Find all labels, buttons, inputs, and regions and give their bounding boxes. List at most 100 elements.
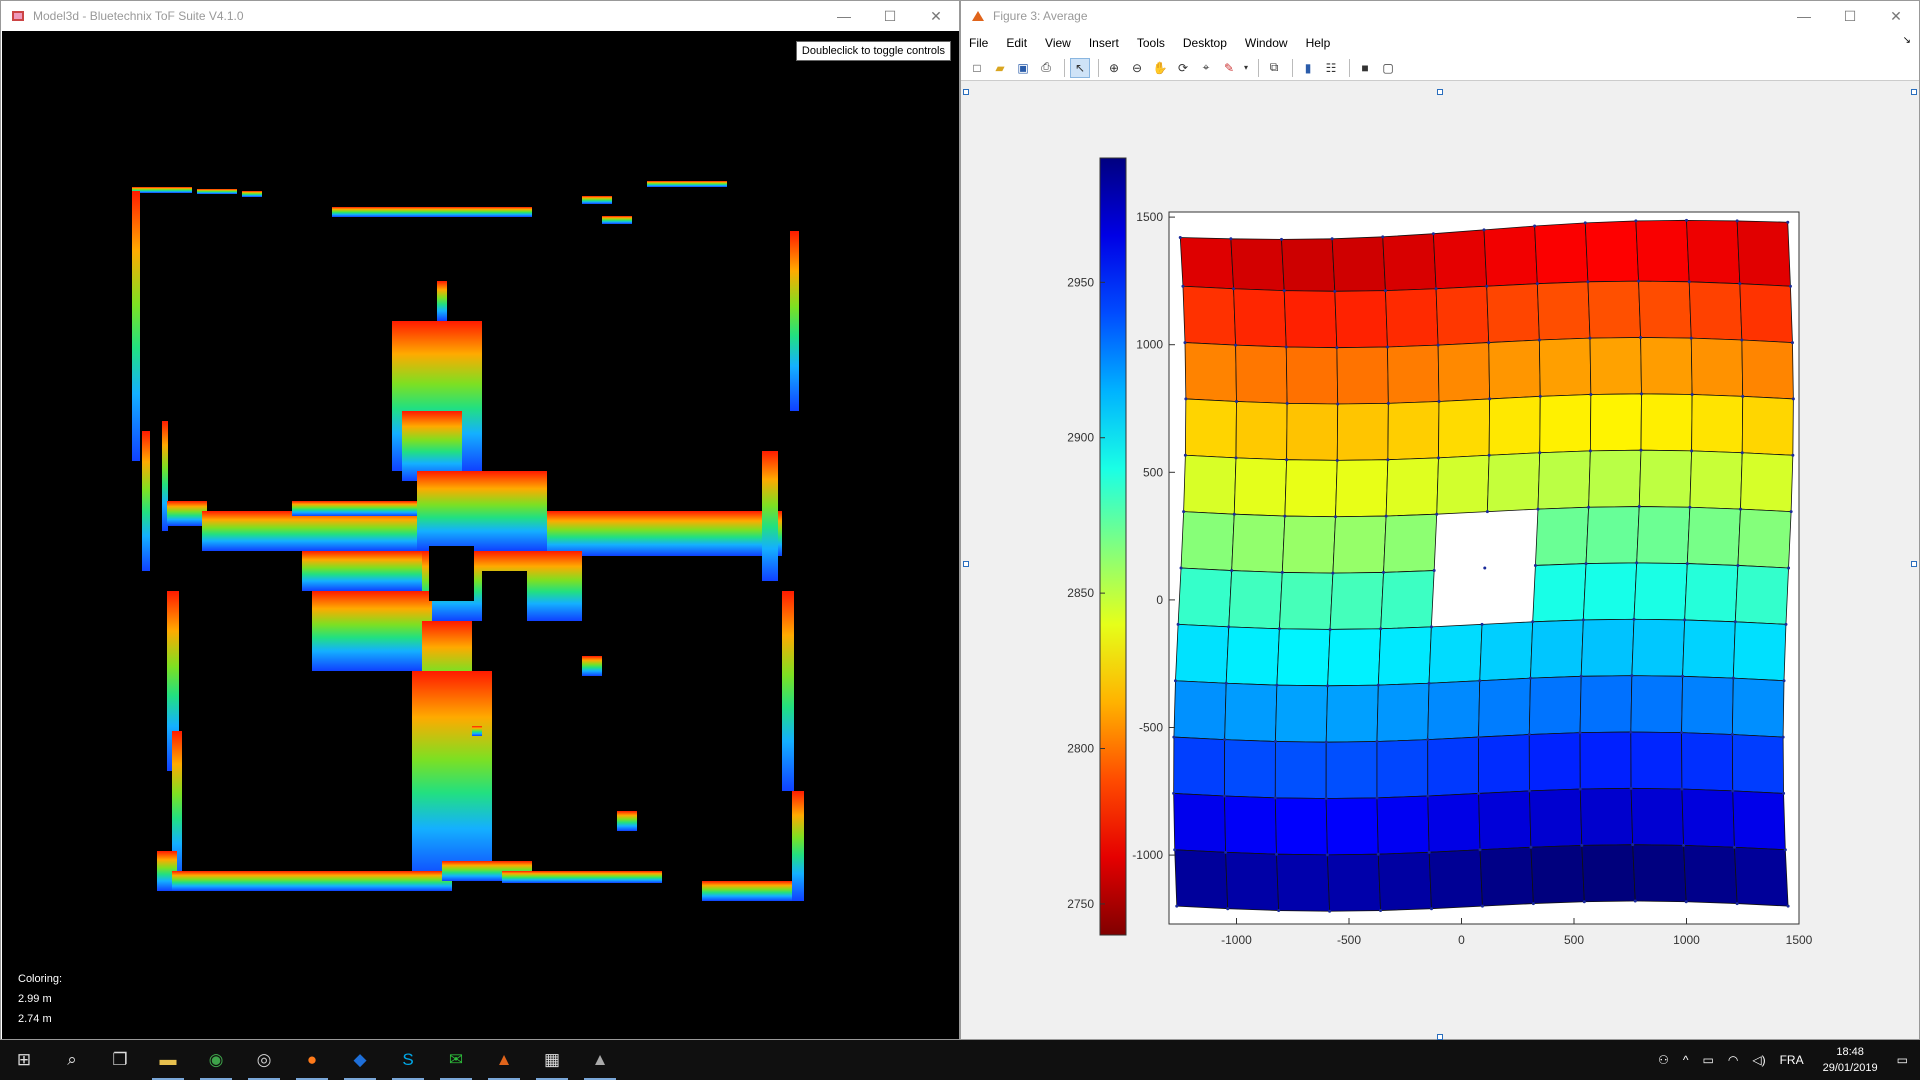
x-tick-label: 1500: [1786, 933, 1813, 947]
taskbar-search-icon[interactable]: ⌕: [67, 1050, 77, 1069]
show-hidden-icons-chevron-icon[interactable]: ^: [1682, 1053, 1689, 1067]
colorbar-tick-label: 2950: [1067, 275, 1094, 289]
point-cloud-patch: [132, 191, 140, 461]
grid-vertex: [1529, 845, 1533, 849]
heatmap-cell: [1332, 515, 1387, 574]
point-cloud-gap: [482, 571, 527, 626]
brush-icon[interactable]: ✎: [1223, 60, 1235, 75]
heatmap-cell: [1731, 734, 1784, 794]
colorbar[interactable]: [1099, 157, 1127, 936]
grid-vertex: [1383, 289, 1387, 293]
print-icon[interactable]: ⎙: [1041, 60, 1051, 74]
selection-handle[interactable]: [1911, 561, 1917, 567]
grid-vertex: [1274, 852, 1278, 856]
menu-edit[interactable]: Edit: [1006, 36, 1028, 50]
right-titlebar[interactable]: Figure 3: Average — ☐ ✕: [961, 1, 1919, 31]
pan-hand-icon[interactable]: ✋: [1152, 60, 1168, 75]
clock-date: 29/01/2019: [1822, 1062, 1878, 1074]
wifi-icon[interactable]: ◠: [1727, 1053, 1739, 1067]
system-tray: ⚇ ^ ▭ ◠ ◁) FRA 18:48 29/01/2019 ▭: [1651, 1040, 1920, 1080]
rotate-3d-icon[interactable]: ⟳: [1177, 60, 1189, 75]
zoom-out-icon[interactable]: ⊖: [1131, 60, 1143, 75]
language-indicator[interactable]: FRA: [1779, 1053, 1804, 1067]
point-cloud-patch: [417, 471, 547, 551]
grid-vertex: [1375, 739, 1379, 743]
left-titlebar[interactable]: Model3d - Bluetechnix ToF Suite V4.1.0 —…: [1, 1, 959, 31]
toggle-controls-hint[interactable]: Doubleclick to toggle controls: [795, 41, 951, 61]
brush-dropdown-icon[interactable]: ▾: [1243, 63, 1248, 72]
maximize-button[interactable]: ☐: [1843, 7, 1857, 24]
taskbar-app-prism-icon[interactable]: ▲: [576, 1040, 624, 1080]
heatmap-cell: [1383, 513, 1438, 573]
menu-desktop[interactable]: Desktop: [1182, 36, 1227, 50]
heatmap-cell: [1225, 851, 1280, 911]
close-button[interactable]: ✕: [1890, 7, 1902, 24]
taskbar-task-view-icon[interactable]: ❐: [112, 1050, 128, 1069]
heatmap-cell: [1478, 734, 1530, 794]
3d-point-cloud-viewport[interactable]: Doubleclick to toggle controls Coloring:…: [2, 31, 959, 1039]
zoom-in-icon[interactable]: ⊕: [1108, 60, 1120, 75]
notifications-icon[interactable]: ▭: [1896, 1053, 1908, 1067]
heatmap-cell: [1235, 401, 1288, 461]
minimize-button[interactable]: —: [837, 8, 851, 24]
heatmap-cell: [1174, 849, 1229, 910]
taskbar-app-eye-icon[interactable]: ◉: [192, 1040, 240, 1080]
hide-plot-tools-icon[interactable]: ■: [1361, 60, 1369, 75]
maximize-button[interactable]: ☐: [883, 7, 897, 24]
taskbar-skype-icon[interactable]: S: [384, 1040, 432, 1080]
data-cursor-icon[interactable]: ⌖: [1202, 60, 1210, 74]
heatmap-cell: [1681, 732, 1734, 792]
taskbar-matlab-icon[interactable]: ▲: [480, 1040, 528, 1080]
menu-insert[interactable]: Insert: [1088, 36, 1119, 50]
taskbar-calculator-icon[interactable]: ▦: [528, 1040, 576, 1080]
grid-vertex: [1531, 902, 1535, 906]
grid-vertex: [1280, 570, 1284, 574]
selection-handle[interactable]: [1437, 89, 1443, 95]
taskbar-app-headset-icon[interactable]: ◎: [240, 1040, 288, 1080]
grid-vertex: [1579, 674, 1583, 678]
taskbar-file-explorer-icon[interactable]: ▬: [144, 1040, 192, 1080]
taskbar-app-chat-icon[interactable]: ◆: [336, 1040, 384, 1080]
minimize-button[interactable]: —: [1797, 8, 1811, 24]
volume-icon[interactable]: ◁): [1752, 1053, 1766, 1067]
save-icon[interactable]: ▣: [1017, 60, 1029, 75]
dock-arrow-icon[interactable]: ↘: [1902, 35, 1911, 46]
taskbar-start-icon[interactable]: ⊞: [16, 1050, 32, 1069]
heatmap-cell: [1428, 849, 1483, 910]
grid-vertex: [1787, 566, 1791, 570]
point-cloud-patch: [617, 811, 637, 831]
grid-vertex: [1578, 787, 1582, 791]
grid-vertex: [1324, 797, 1328, 801]
menu-file[interactable]: File: [969, 36, 989, 50]
figure-menubar: File Edit View Insert Tools Desktop Wind…: [961, 31, 1919, 55]
grid-vertex: [1335, 346, 1339, 350]
open-file-icon[interactable]: ▰: [995, 60, 1005, 75]
heatmap-cell: [1536, 281, 1591, 341]
selection-handle[interactable]: [963, 561, 969, 567]
heatmap-cell: [1530, 844, 1585, 904]
taskbar-firefox-icon[interactable]: ●: [288, 1040, 336, 1080]
selection-handle[interactable]: [1437, 1034, 1443, 1040]
show-plot-tools-icon[interactable]: ▢: [1382, 60, 1394, 75]
menu-window[interactable]: Window: [1244, 36, 1288, 50]
new-figure-icon[interactable]: □: [973, 60, 981, 75]
menu-help[interactable]: Help: [1305, 36, 1331, 50]
grid-vertex: [1687, 280, 1691, 284]
edit-plot-arrow-icon[interactable]: ↖: [1070, 57, 1090, 78]
people-icon[interactable]: ⚇: [1658, 1053, 1669, 1067]
point-cloud-patch: [412, 671, 492, 881]
figure-canvas[interactable]: -1000 -500 0 500 1000 1500 1500 1000 500 0 -500 -10…: [961, 81, 1919, 1040]
menu-tools[interactable]: Tools: [1136, 36, 1165, 50]
selection-handle[interactable]: [963, 89, 969, 95]
insert-colorbar-icon[interactable]: ▮: [1304, 60, 1312, 75]
taskbar-line-icon[interactable]: ✉: [432, 1040, 480, 1080]
close-button[interactable]: ✕: [930, 7, 942, 24]
heatmap-cell: [1334, 290, 1388, 349]
selection-handle[interactable]: [1911, 89, 1917, 95]
menu-view[interactable]: View: [1045, 36, 1071, 50]
heatmap-cell: [1741, 339, 1794, 400]
battery-icon[interactable]: ▭: [1702, 1053, 1714, 1067]
insert-legend-icon[interactable]: ☷: [1325, 60, 1337, 75]
clock[interactable]: 18:48 29/01/2019: [1823, 1044, 1878, 1076]
link-plot-icon[interactable]: ⧉: [1269, 60, 1279, 74]
